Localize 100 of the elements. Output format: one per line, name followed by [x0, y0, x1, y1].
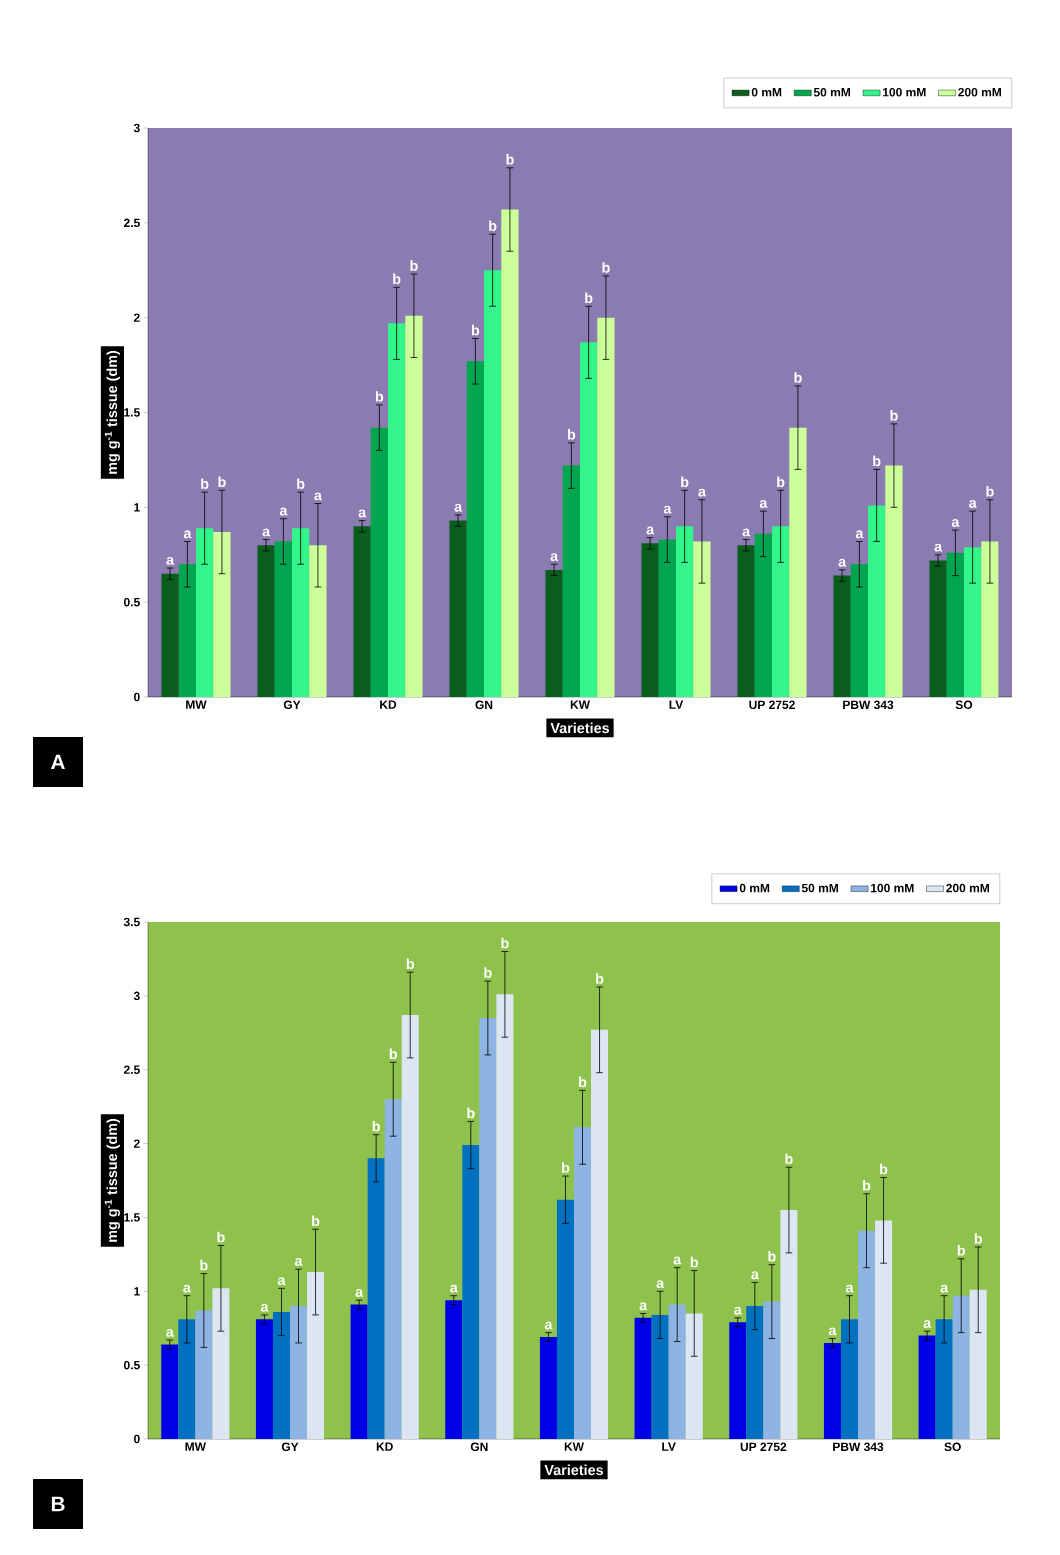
bar: [367, 1158, 385, 1439]
x-tick-label: GN: [475, 700, 493, 710]
data-label: a: [260, 1303, 269, 1312]
legend-label: 200 mM: [958, 87, 1001, 97]
bar: [929, 560, 947, 697]
data-label: a: [277, 1277, 286, 1286]
bar: [257, 545, 275, 697]
data-label: a: [934, 543, 943, 552]
y-tick-label: 1: [134, 503, 140, 512]
data-label: a: [742, 528, 751, 537]
data-label: b: [201, 478, 209, 489]
y-tick-label: 0.5: [123, 597, 140, 607]
legend-label: 200 mM: [946, 883, 989, 893]
bar: [384, 1099, 402, 1439]
bar: [562, 465, 580, 697]
data-label: a: [855, 530, 864, 539]
bar: [875, 1220, 893, 1439]
y-tick-label: 3: [133, 991, 140, 1001]
y-tick-label: 2.5: [123, 218, 140, 228]
bar: [746, 1306, 764, 1439]
bar: [272, 1311, 290, 1439]
x-tick-label: SO: [944, 1442, 961, 1452]
data-label: a: [940, 1284, 949, 1293]
bar: [213, 531, 231, 697]
data-label: b: [506, 154, 514, 165]
data-label: a: [279, 507, 288, 516]
bar: [196, 528, 214, 697]
y-tick-label: 3.5: [123, 917, 140, 927]
data-label: b: [986, 485, 994, 497]
data-label: a: [166, 1328, 174, 1337]
data-label: a: [828, 1327, 837, 1336]
bar: [754, 533, 773, 697]
data-label: a: [923, 1320, 932, 1328]
x-tick-label: UP 2752: [740, 1442, 787, 1452]
data-label: b: [467, 1107, 475, 1119]
bar: [651, 1314, 669, 1439]
bar: [693, 541, 711, 697]
y-tick-label: 1: [134, 1287, 140, 1296]
data-label: a: [838, 558, 847, 567]
x-tick-label: GY: [281, 1442, 299, 1452]
data-label: a: [262, 528, 271, 537]
bar: [840, 1319, 858, 1439]
bar: [350, 1304, 368, 1439]
bar: [309, 545, 327, 697]
data-label: b: [393, 273, 401, 285]
bar: [597, 317, 615, 697]
data-label: b: [880, 1163, 888, 1175]
legend-label: 0 mM: [739, 883, 770, 893]
legend-label: 0 mM: [751, 87, 782, 97]
data-label: a: [454, 503, 463, 512]
text: A: [51, 754, 65, 770]
bar: [952, 1295, 970, 1439]
data-label: b: [410, 260, 418, 271]
bar: [789, 427, 807, 697]
bar: [946, 552, 964, 697]
data-label: b: [974, 1233, 983, 1244]
data-label: a: [183, 1284, 191, 1293]
text: B: [51, 1496, 65, 1512]
bar: [445, 1300, 463, 1439]
data-label: a: [751, 1271, 759, 1280]
y-tick-label: 0: [134, 692, 140, 702]
x-tick-label: GY: [283, 700, 301, 710]
bar: [676, 526, 694, 697]
data-label: a: [646, 526, 655, 535]
data-label: a: [759, 500, 768, 508]
bar: [501, 209, 519, 697]
bar: [405, 315, 423, 697]
bar: [833, 575, 851, 697]
data-label: a: [358, 509, 367, 518]
data-label: a: [550, 553, 559, 562]
data-label: b: [375, 391, 384, 402]
bar: [634, 1317, 652, 1439]
y-tick-label: 2: [133, 313, 140, 322]
bar: [668, 1304, 686, 1439]
bar: [763, 1301, 781, 1439]
data-label: b: [567, 429, 576, 440]
x-axis-title: Varieties: [550, 722, 610, 734]
data-label: a: [734, 1306, 742, 1315]
bar: [353, 526, 371, 697]
bar: [935, 1319, 953, 1439]
legend-label: 50 mM: [801, 883, 838, 893]
data-label: b: [777, 476, 785, 488]
bar: [388, 323, 406, 697]
data-label: b: [501, 937, 509, 949]
y-tick-label: 0.5: [123, 1360, 140, 1370]
bar: [195, 1310, 213, 1439]
bar: [545, 569, 563, 697]
x-tick-label: UP 2752: [749, 700, 795, 710]
bar: [466, 361, 484, 697]
data-label: b: [873, 455, 881, 467]
data-label: b: [585, 292, 593, 304]
bar: [641, 543, 659, 697]
data-label: b: [602, 262, 610, 273]
data-label: b: [890, 410, 898, 421]
bar: [737, 545, 755, 697]
bar: [685, 1313, 703, 1439]
data-label: a: [450, 1284, 458, 1293]
data-label: b: [489, 220, 497, 231]
data-label: a: [656, 1280, 665, 1289]
data-label: a: [183, 530, 192, 539]
